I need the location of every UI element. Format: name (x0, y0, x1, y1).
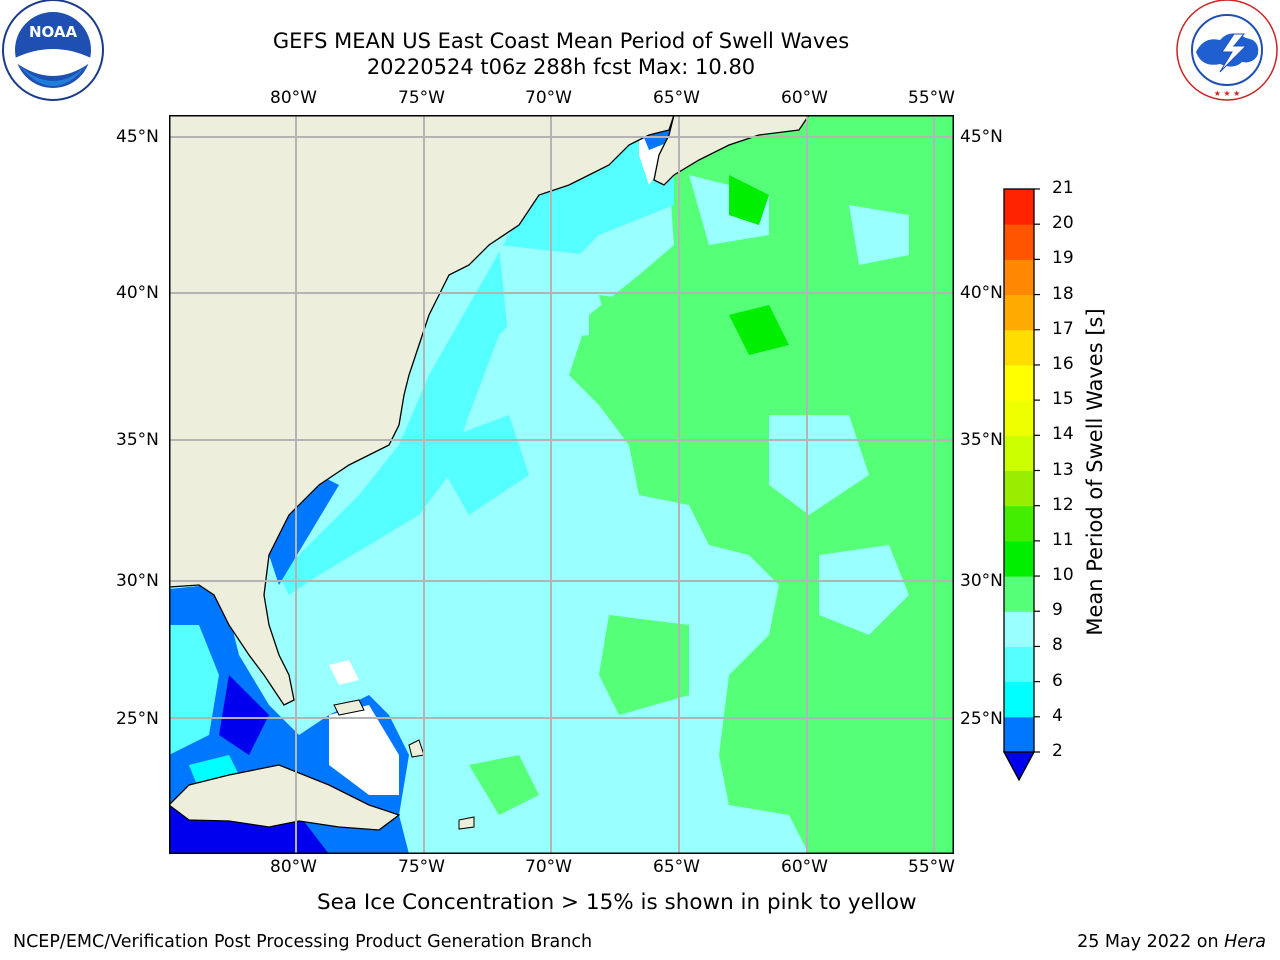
svg-text:★ ★ ★: ★ ★ ★ (1214, 89, 1241, 98)
lon-label-top-55w: 55°W (908, 88, 955, 108)
chart-subtitle: 20220524 t06z 288h fcst Max: 10.80 (366, 55, 756, 79)
colorbar-bin-8-9 (1004, 611, 1034, 647)
colorbar-tick-label: 12 (1052, 494, 1074, 515)
lon-label-bottom-75w: 75°W (398, 857, 445, 877)
swell-6-8-coastal (279, 115, 674, 595)
footer-date: 25 May 2022 on (1077, 932, 1225, 952)
colorbar-label: Mean Period of Swell Waves [s] (1083, 308, 1107, 636)
lat-label-right-40n: 40°N (960, 283, 1003, 303)
lon-label-bottom-65w: 65°W (653, 857, 700, 877)
colorbar-bin-14-15 (1004, 400, 1034, 436)
sea-ice-caption: Sea Ice Concentration > 15% is shown in … (317, 890, 917, 915)
colorbar-tick-label: 11 (1052, 529, 1074, 550)
lat-label-left-35n: 35°N (116, 430, 159, 450)
footer-left: NCEP/EMC/Verification Post Processing Pr… (13, 932, 593, 952)
lon-label-top-60w: 60°W (781, 88, 828, 108)
colorbar-bin-15-16 (1004, 364, 1034, 401)
lat-label-right-45n: 45°N (960, 127, 1003, 147)
colorbar-tick-label: 9 (1052, 600, 1063, 621)
colorbar-tick-label: 21 (1052, 178, 1074, 198)
chart-title: GEFS MEAN US East Coast Mean Period of S… (272, 29, 850, 53)
lon-label-bottom-60w: 60°W (781, 857, 828, 877)
colorbar-under-arrow (1002, 751, 1036, 782)
lon-label-top-70w: 70°W (525, 88, 572, 108)
lat-label-right-35n: 35°N (960, 430, 1003, 450)
colorbar-tick-label: 15 (1052, 389, 1074, 410)
colorbar-bin-16-17 (1004, 329, 1034, 366)
colorbar-bin-12-13 (1004, 470, 1034, 507)
colorbar-tick-label: 16 (1052, 353, 1074, 374)
nws-logo: ★ ★ ★ (1174, 0, 1280, 106)
colorbar-tick-label: 13 (1052, 459, 1074, 480)
lat-label-right-30n: 30°N (960, 571, 1003, 591)
colorbar-bin-4-6 (1004, 681, 1034, 718)
colorbar-bin-20-21 (1004, 189, 1034, 225)
colorbar-tick-label: 10 (1052, 565, 1074, 586)
map-graticule (169, 115, 954, 854)
colorbar-bin-19-20 (1004, 224, 1034, 260)
colorbar-bin-6-8 (1004, 646, 1034, 683)
lon-label-bottom-80w: 80°W (270, 857, 317, 877)
colorbar-tick-label: 20 (1052, 213, 1074, 234)
colorbar-bin-9-10 (1004, 576, 1034, 612)
lat-label-right-25n: 25°N (960, 709, 1003, 729)
colorbar-ticks: 2 4 6 8 9 10 11 12 13 14 15 16 17 18 19 20 21 (1052, 0, 1092, 960)
colorbar-bin-11-12 (1004, 505, 1034, 542)
colorbar (1000, 185, 1048, 785)
land-cuba (168, 764, 401, 831)
colorbar-bin-10-11 (1004, 540, 1034, 577)
noaa-logo: NOAA (0, 0, 106, 106)
colorbar-tick-label: 4 (1052, 705, 1063, 726)
colorbar-tick-label: 14 (1052, 424, 1074, 445)
lon-label-top-65w: 65°W (653, 88, 700, 108)
colorbar-tick-label: 19 (1052, 248, 1074, 269)
colorbar-tick-label: 6 (1052, 670, 1063, 691)
colorbar-tick-label: 2 (1052, 741, 1063, 761)
lon-label-bottom-70w: 70°W (525, 857, 572, 877)
lon-label-top-80w: 80°W (270, 88, 317, 108)
colorbar-tick-label: 17 (1052, 318, 1074, 339)
land-nova-scotia (653, 114, 811, 186)
swell-9-10-east (569, 115, 954, 854)
lat-label-left-25n: 25°N (116, 709, 159, 729)
lat-label-left-40n: 40°N (116, 283, 159, 303)
colorbar-tick-label: 8 (1052, 635, 1063, 656)
colorbar-tick-label: 18 (1052, 283, 1074, 304)
colorbar-bin-13-14 (1004, 435, 1034, 471)
noaa-logo-text: NOAA (29, 23, 78, 41)
colorbar-bin-2-4 (1004, 716, 1034, 753)
lon-label-bottom-55w: 55°W (908, 857, 955, 877)
colorbar-bin-17-18 (1004, 294, 1034, 331)
footer-right: 25 May 2022 on Hera (1077, 932, 1266, 952)
lat-label-left-45n: 45°N (116, 127, 159, 147)
lon-label-top-75w: 75°W (398, 88, 445, 108)
lat-label-left-30n: 30°N (116, 571, 159, 591)
map-panel (168, 114, 954, 854)
colorbar-bin-18-19 (1004, 259, 1034, 296)
footer-host: Hera (1224, 932, 1266, 952)
